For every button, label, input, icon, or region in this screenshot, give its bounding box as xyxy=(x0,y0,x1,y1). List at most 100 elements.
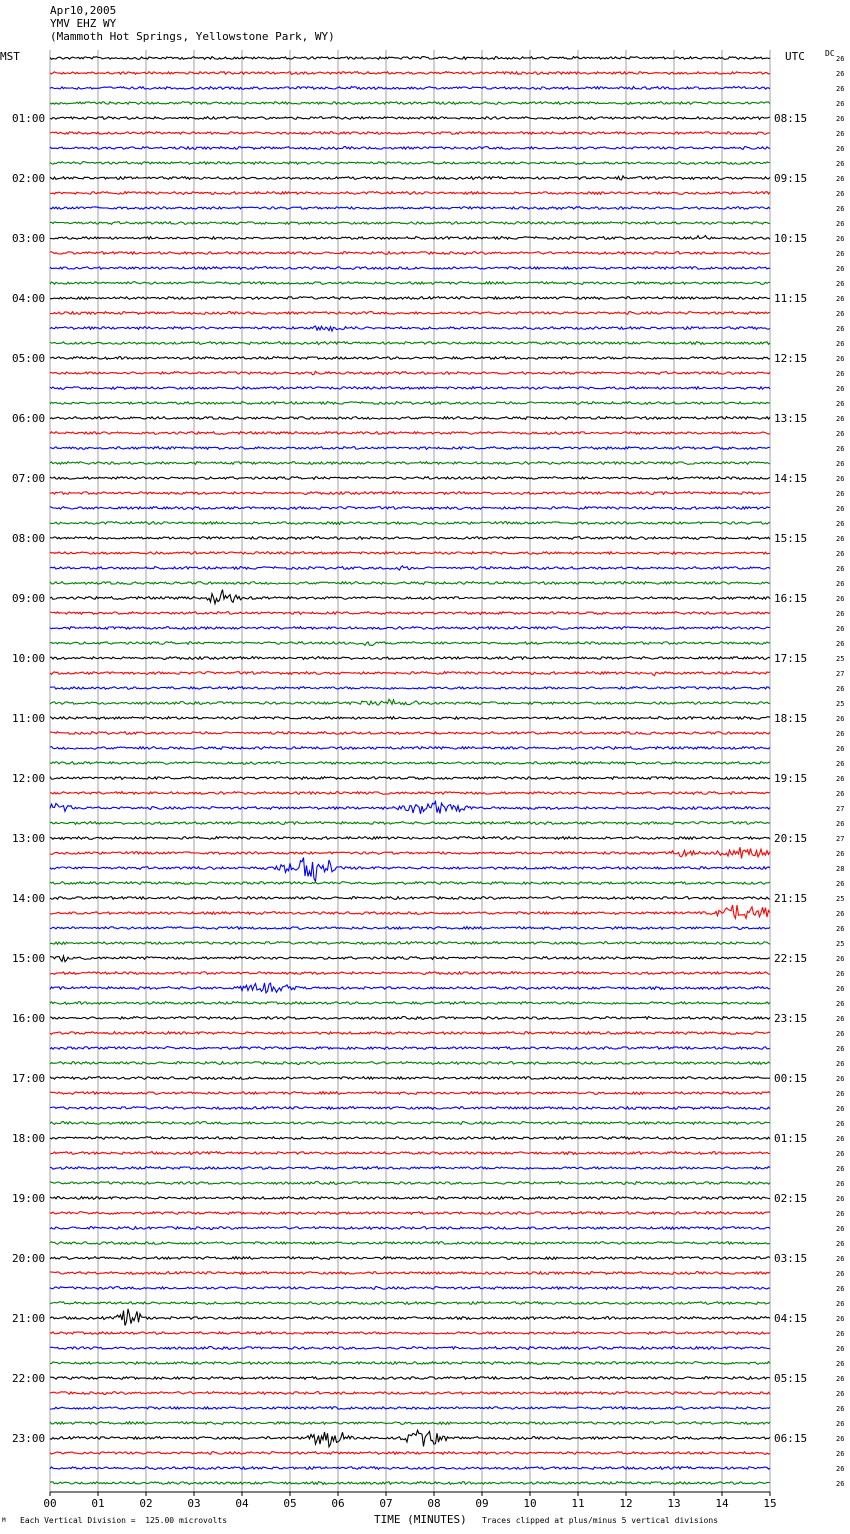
trace-90 xyxy=(49,1405,771,1411)
dc-value-label: 26 xyxy=(836,1195,844,1203)
trace-51 xyxy=(49,820,771,826)
trace-3 xyxy=(49,100,771,106)
dc-value-label: 26 xyxy=(836,1180,844,1188)
utc-hour-label: 20:15 xyxy=(774,832,807,845)
trace-4 xyxy=(49,115,771,121)
header-location: (Mammoth Hot Springs, Yellowstone Park, … xyxy=(50,30,335,43)
dc-value-label: 26 xyxy=(836,1345,844,1353)
trace-55 xyxy=(49,880,771,886)
dc-value-label: 26 xyxy=(836,1090,844,1098)
trace-73 xyxy=(49,1150,771,1156)
dc-value-label: 26 xyxy=(836,1030,844,1038)
dc-value-label: 25 xyxy=(836,895,844,903)
dc-value-label: 26 xyxy=(836,115,844,123)
mst-hour-label: 22:00 xyxy=(12,1372,45,1385)
trace-42 xyxy=(49,685,771,691)
x-tick-label: 00 xyxy=(43,1497,56,1510)
dc-value-label: 26 xyxy=(836,985,844,993)
trace-67 xyxy=(49,1060,771,1066)
trace-12 xyxy=(49,234,771,241)
dc-value-label: 26 xyxy=(836,235,844,243)
trace-9 xyxy=(49,190,771,196)
trace-19 xyxy=(49,340,771,346)
right-timezone-label: UTC xyxy=(785,50,805,63)
dc-value-label: 27 xyxy=(836,670,844,678)
mst-hour-label: 02:00 xyxy=(12,172,45,185)
trace-1 xyxy=(49,70,771,76)
dc-value-label: 26 xyxy=(836,160,844,168)
utc-hour-label: 23:15 xyxy=(774,1012,807,1025)
trace-14 xyxy=(49,265,771,271)
dc-value-label: 26 xyxy=(836,130,844,138)
dc-value-label: 26 xyxy=(836,70,844,78)
dc-value-label: 26 xyxy=(836,1480,844,1488)
mst-hour-label: 10:00 xyxy=(12,652,45,665)
dc-value-label: 26 xyxy=(836,925,844,933)
x-axis-title: TIME (MINUTES) xyxy=(374,1513,467,1526)
mst-hour-label: 09:00 xyxy=(12,592,45,605)
dc-value-label: 26 xyxy=(836,325,844,333)
x-tick-label: 06 xyxy=(331,1497,344,1510)
trace-83 xyxy=(49,1300,771,1306)
mst-hour-label: 16:00 xyxy=(12,1012,45,1025)
dc-value-label: 26 xyxy=(836,1255,844,1263)
trace-6 xyxy=(49,145,771,151)
trace-86 xyxy=(49,1345,771,1351)
trace-20 xyxy=(49,355,771,361)
trace-58 xyxy=(49,925,771,931)
utc-hour-label: 09:15 xyxy=(774,172,807,185)
dc-value-label: 26 xyxy=(836,310,844,318)
trace-11 xyxy=(49,220,771,226)
dc-value-label: 26 xyxy=(836,220,844,228)
mst-hour-label: 20:00 xyxy=(12,1252,45,1265)
trace-33 xyxy=(49,550,771,556)
dc-value-label: 26 xyxy=(836,550,844,558)
trace-62 xyxy=(49,982,771,995)
utc-hour-label: 03:15 xyxy=(774,1252,807,1265)
mst-hour-label: 14:00 xyxy=(12,892,45,905)
trace-69 xyxy=(49,1090,771,1096)
trace-59 xyxy=(49,940,771,946)
dc-value-label: 26 xyxy=(836,430,844,438)
dc-value-label: 25 xyxy=(836,940,844,948)
dc-value-label: 26 xyxy=(836,880,844,888)
trace-52 xyxy=(49,835,771,841)
dc-value-label: 26 xyxy=(836,625,844,633)
mst-hour-label: 15:00 xyxy=(12,952,45,965)
trace-34 xyxy=(49,564,771,571)
left-timezone-label: MST xyxy=(0,50,20,63)
dc-value-label: 26 xyxy=(836,1300,844,1308)
dc-value-label: 26 xyxy=(836,820,844,828)
trace-16 xyxy=(49,295,771,301)
utc-hour-label: 00:15 xyxy=(774,1072,807,1085)
dc-value-label: 26 xyxy=(836,775,844,783)
dc-value-label: 26 xyxy=(836,850,844,858)
trace-70 xyxy=(49,1105,771,1111)
dc-value-label: 26 xyxy=(836,1360,844,1368)
trace-61 xyxy=(49,970,771,976)
trace-48 xyxy=(49,775,771,781)
trace-36 xyxy=(49,589,771,606)
utc-hour-label: 18:15 xyxy=(774,712,807,725)
trace-54 xyxy=(49,857,771,884)
x-tick-label: 03 xyxy=(187,1497,200,1510)
trace-26 xyxy=(49,445,771,451)
mst-hour-label: 11:00 xyxy=(12,712,45,725)
trace-75 xyxy=(49,1180,771,1186)
trace-85 xyxy=(49,1330,771,1336)
dc-value-label: 26 xyxy=(836,415,844,423)
dc-value-label: 26 xyxy=(836,205,844,213)
dc-value-label: 26 xyxy=(836,1000,844,1008)
dc-column-label: DC xyxy=(825,49,835,58)
dc-value-label: 26 xyxy=(836,520,844,528)
trace-32 xyxy=(49,535,771,541)
trace-8 xyxy=(49,174,771,181)
dc-value-label: 26 xyxy=(836,715,844,723)
trace-28 xyxy=(49,475,771,481)
dc-value-label: 26 xyxy=(836,1225,844,1233)
utc-hour-label: 22:15 xyxy=(774,952,807,965)
dc-value-label: 26 xyxy=(836,1150,844,1158)
scale-note: Each Vertical Division = 125.00 microvol… xyxy=(20,1516,228,1525)
dc-value-label: 28 xyxy=(836,865,844,873)
dc-value-label: 26 xyxy=(836,1105,844,1113)
